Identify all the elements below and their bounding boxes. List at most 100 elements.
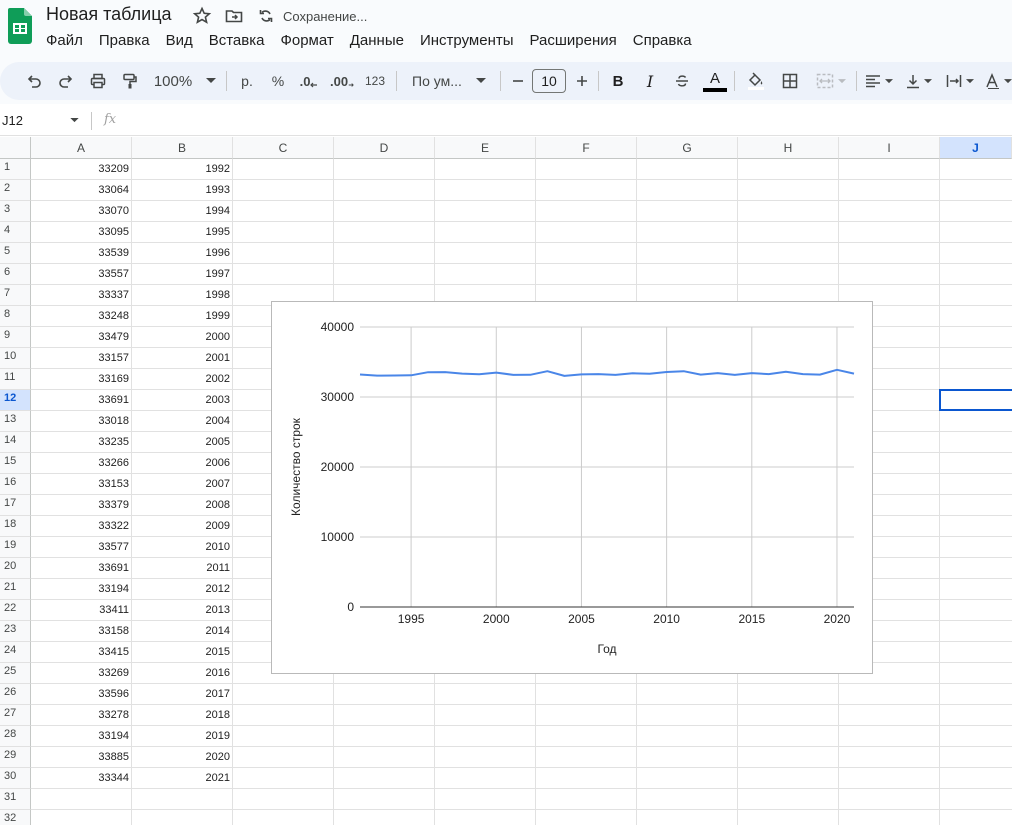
cell-b7[interactable]: 1998 (205, 289, 230, 301)
column-header-c[interactable]: C (233, 137, 334, 159)
cell-a8[interactable]: 33248 (98, 310, 129, 322)
cell-b20[interactable]: 2011 (206, 562, 230, 574)
column-header-e[interactable]: E (435, 137, 536, 159)
cell-b29[interactable]: 2020 (205, 751, 230, 763)
column-header-b[interactable]: B (132, 137, 233, 159)
row-header-17[interactable]: 17 (0, 495, 31, 516)
cell-b27[interactable]: 2018 (205, 709, 230, 721)
cell-b18[interactable]: 2009 (205, 520, 230, 532)
cell-b9[interactable]: 2000 (205, 331, 230, 343)
cell-b24[interactable]: 2015 (205, 646, 230, 658)
bold-button[interactable]: B (612, 72, 624, 90)
row-header-11[interactable]: 11 (0, 369, 31, 390)
cell-a14[interactable]: 33235 (98, 436, 129, 448)
merge-cells-button[interactable] (810, 62, 852, 100)
cell-b4[interactable]: 1995 (205, 226, 230, 238)
row-header-14[interactable]: 14 (0, 432, 31, 453)
cell-a28[interactable]: 33194 (98, 730, 129, 742)
decrease-decimals-button[interactable]: .0 (298, 62, 320, 100)
cell-b14[interactable]: 2005 (205, 436, 230, 448)
vertical-align-button[interactable] (902, 62, 936, 100)
cell-b13[interactable]: 2004 (205, 415, 230, 427)
row-header-2[interactable]: 2 (0, 180, 31, 201)
menu-insert[interactable]: Вставка (208, 32, 265, 49)
cell-a30[interactable]: 33344 (98, 772, 129, 784)
cell-a5[interactable]: 33539 (98, 247, 129, 259)
cell-a16[interactable]: 33153 (98, 478, 129, 490)
italic-button[interactable]: I (646, 71, 654, 91)
column-header-g[interactable]: G (637, 137, 738, 159)
column-header-i[interactable]: I (839, 137, 940, 159)
column-header-d[interactable]: D (334, 137, 435, 159)
column-header-h[interactable]: H (738, 137, 839, 159)
cell-b15[interactable]: 2006 (205, 457, 230, 469)
cell-a22[interactable]: 33411 (99, 604, 129, 616)
menu-edit[interactable]: Правка (98, 32, 150, 49)
column-header-a[interactable]: A (31, 137, 132, 159)
row-header-22[interactable]: 22 (0, 600, 31, 621)
zoom-select[interactable]: 100% (150, 62, 220, 100)
cell-a25[interactable]: 33269 (98, 667, 129, 679)
row-header-19[interactable]: 19 (0, 537, 31, 558)
cell-b1[interactable]: 1992 (205, 163, 230, 175)
cell-b17[interactable]: 2008 (205, 499, 230, 511)
name-box[interactable]: J12 (2, 113, 23, 128)
cell-b23[interactable]: 2014 (205, 625, 230, 637)
cell-a9[interactable]: 33479 (98, 331, 129, 343)
cell-b19[interactable]: 2010 (205, 541, 230, 553)
cell-b3[interactable]: 1994 (205, 205, 230, 217)
menu-help[interactable]: Справка (632, 32, 692, 49)
cell-a2[interactable]: 33064 (98, 184, 129, 196)
cell-b25[interactable]: 2016 (205, 667, 230, 679)
move-to-folder-icon[interactable] (224, 6, 244, 26)
borders-button[interactable] (778, 62, 802, 100)
row-header-15[interactable]: 15 (0, 453, 31, 474)
cell-b10[interactable]: 2001 (205, 352, 230, 364)
cell-a15[interactable]: 33266 (98, 457, 129, 469)
more-formats-button[interactable]: 123 (364, 74, 386, 88)
cell-b2[interactable]: 1993 (205, 184, 230, 196)
menu-data[interactable]: Данные (349, 32, 404, 49)
star-icon[interactable] (192, 6, 212, 26)
formula-input[interactable] (130, 110, 1000, 132)
menu-format[interactable]: Формат (280, 32, 334, 49)
cell-b30[interactable]: 2021 (205, 772, 230, 784)
menu-file[interactable]: Файл (46, 32, 83, 49)
row-header-4[interactable]: 4 (0, 222, 31, 243)
print-button[interactable] (86, 62, 110, 100)
selected-cell-j12[interactable] (939, 389, 1012, 411)
row-header-18[interactable]: 18 (0, 516, 31, 537)
cell-a7[interactable]: 33337 (98, 289, 129, 301)
column-header-j[interactable]: J (940, 137, 1012, 159)
cell-a26[interactable]: 33596 (98, 688, 129, 700)
cell-a27[interactable]: 33278 (98, 709, 129, 721)
cell-a24[interactable]: 33415 (98, 646, 129, 658)
row-header-20[interactable]: 20 (0, 558, 31, 579)
menu-extensions[interactable]: Расширения (529, 32, 617, 49)
cell-b16[interactable]: 2007 (205, 478, 230, 490)
cell-a13[interactable]: 33018 (98, 415, 129, 427)
row-header-23[interactable]: 23 (0, 621, 31, 642)
row-header-21[interactable]: 21 (0, 579, 31, 600)
cell-b5[interactable]: 1996 (205, 247, 230, 259)
menu-tools[interactable]: Инструменты (419, 32, 514, 49)
increase-decimals-button[interactable]: .00 (330, 62, 354, 100)
cell-a12[interactable]: 33691 (98, 394, 129, 406)
name-box-dropdown-arrow-icon[interactable] (70, 118, 79, 123)
cell-a11[interactable]: 33169 (98, 373, 129, 385)
horizontal-align-button[interactable] (862, 62, 896, 100)
line-chart[interactable]: 0 10000 20000 30000 40000 1995 2000 2005 2010 201… (271, 301, 873, 674)
font-family-select[interactable]: По ум... (406, 62, 492, 100)
row-header-6[interactable]: 6 (0, 264, 31, 285)
text-wrapping-button[interactable] (942, 62, 978, 100)
row-header-31[interactable]: 31 (0, 789, 31, 810)
cell-a21[interactable]: 33194 (98, 583, 129, 595)
cell-a10[interactable]: 33157 (98, 352, 129, 364)
cell-a17[interactable]: 33379 (98, 499, 129, 511)
row-header-3[interactable]: 3 (0, 201, 31, 222)
cell-a18[interactable]: 33322 (98, 520, 129, 532)
cell-a19[interactable]: 33577 (98, 541, 129, 553)
font-size-input[interactable] (532, 69, 566, 93)
row-header-9[interactable]: 9 (0, 327, 31, 348)
row-header-8[interactable]: 8 (0, 306, 31, 327)
